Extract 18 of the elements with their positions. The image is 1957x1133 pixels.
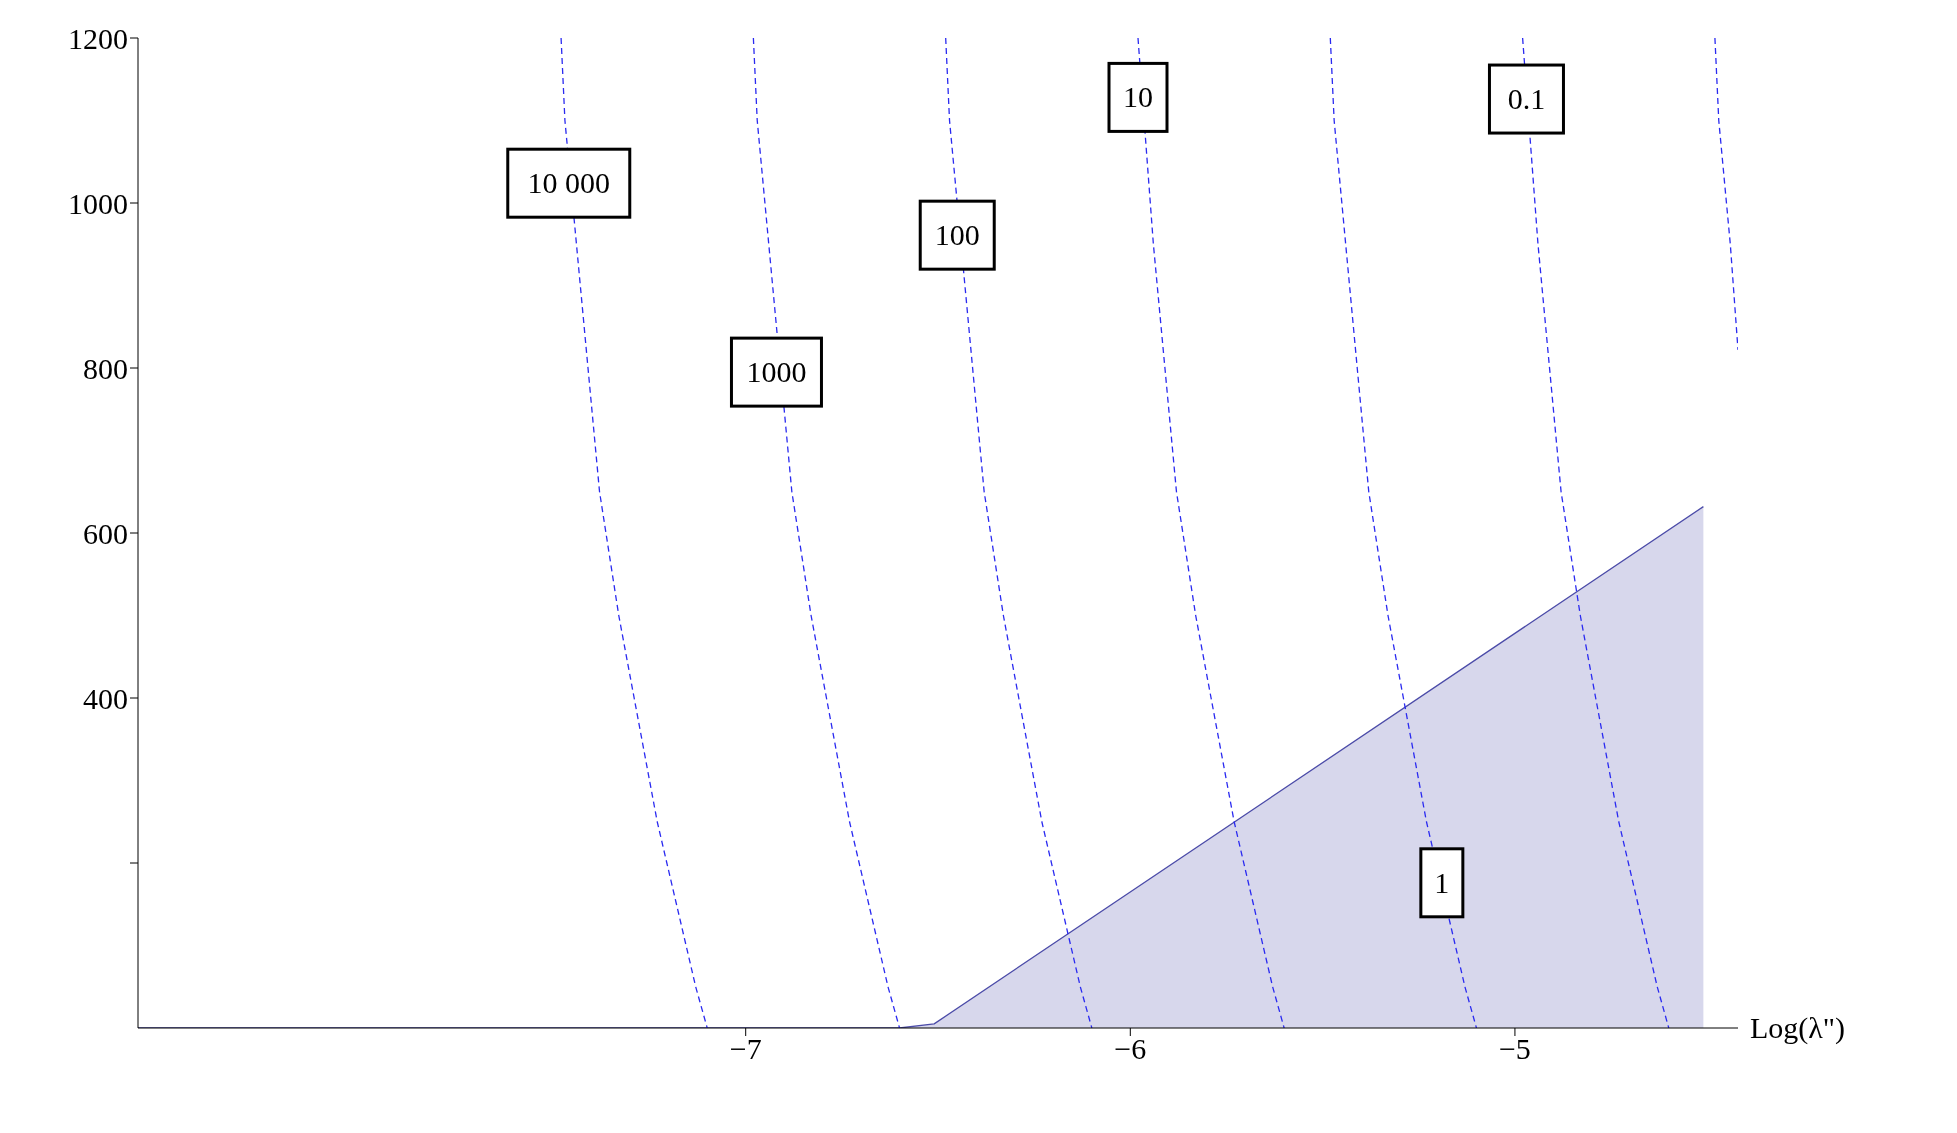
line-series bbox=[560, 38, 708, 1028]
y-tick-label: 1000 bbox=[68, 186, 128, 220]
annotation: 1000 bbox=[746, 355, 807, 389]
x-axis-title: Log(λ") bbox=[1750, 1011, 1846, 1045]
annotation: 10 bbox=[1123, 80, 1153, 114]
annotation: 0.1 bbox=[1507, 82, 1546, 116]
y-tick-label: 600 bbox=[83, 516, 128, 550]
line-series bbox=[1714, 38, 1738, 351]
x-tick-label: −7 bbox=[729, 1032, 762, 1066]
annotation: 10 000 bbox=[527, 166, 611, 200]
y-tick-label: 400 bbox=[83, 681, 128, 715]
y-tick-label: 800 bbox=[83, 351, 128, 385]
x-tick-label: −6 bbox=[1114, 1032, 1147, 1066]
x-tick-label: −5 bbox=[1498, 1032, 1531, 1066]
y-tick-label: 1200 bbox=[68, 21, 128, 55]
line-series bbox=[1329, 38, 1478, 1028]
annotation: 100 bbox=[934, 218, 980, 252]
annotation: 1 bbox=[1434, 865, 1450, 899]
